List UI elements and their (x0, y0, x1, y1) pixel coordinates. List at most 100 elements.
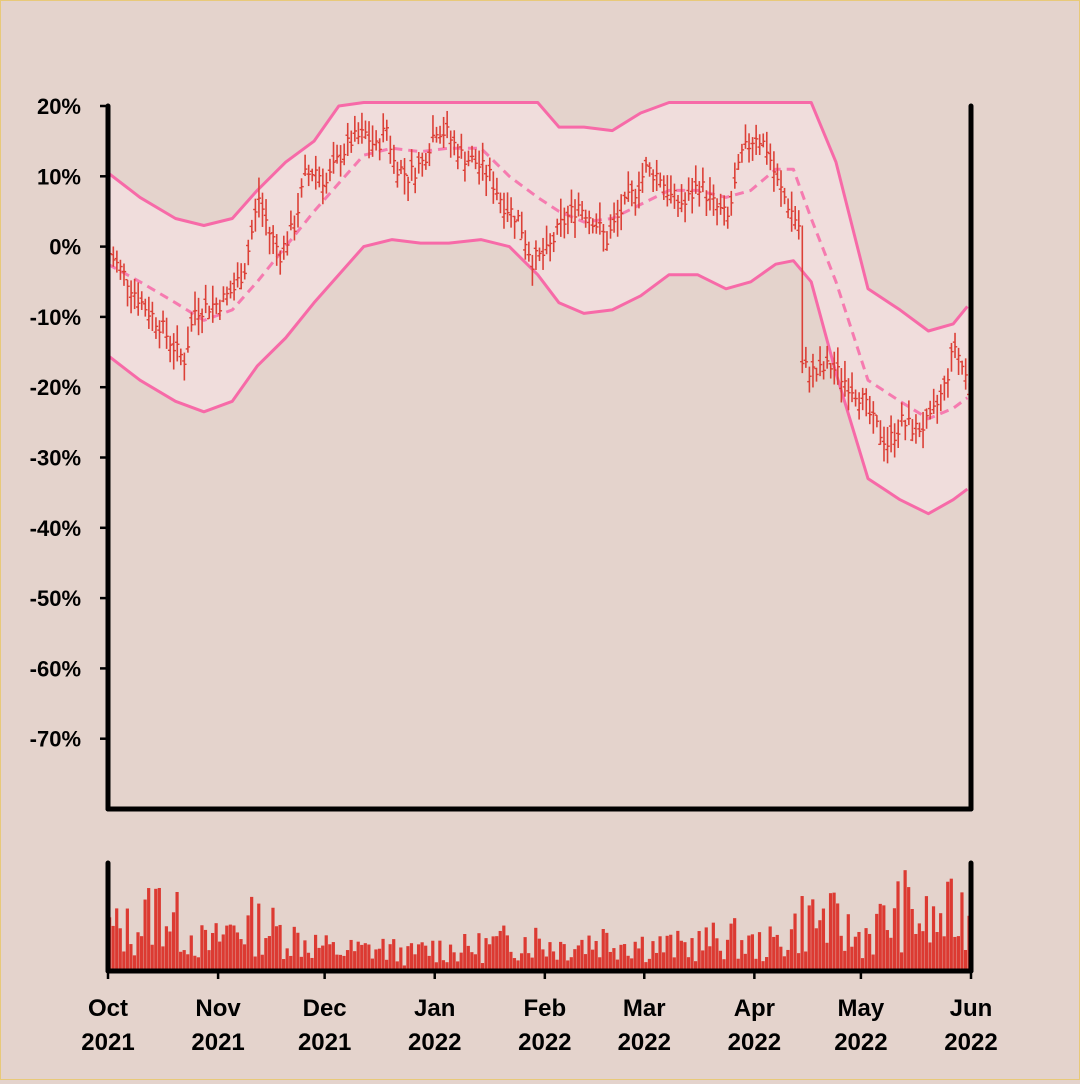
price-bar (597, 202, 603, 235)
volume-bar (431, 940, 435, 971)
volume-bar (235, 932, 240, 971)
price-bar (835, 347, 841, 385)
volume-bar (129, 944, 133, 971)
volume-bar (289, 955, 293, 971)
price-bar (636, 171, 642, 209)
price-bar (821, 361, 826, 380)
price-bar (938, 384, 944, 412)
price-bar (494, 177, 500, 201)
x-tick-month-label: Mar (623, 995, 666, 1022)
volume-bar (530, 957, 534, 971)
volume-bar (704, 927, 708, 971)
price-bar (867, 395, 872, 425)
price-bar (388, 135, 393, 164)
volume-bar (317, 947, 321, 971)
volume-bar (917, 923, 921, 971)
volume-bar (527, 953, 531, 971)
price-bar (931, 388, 936, 414)
price-bar (366, 121, 372, 159)
volume-bar (324, 935, 328, 971)
price-bar (800, 225, 805, 374)
price-bar-layer (107, 110, 972, 464)
price-bar (913, 414, 919, 444)
price-bar (196, 297, 201, 336)
volume-bar (395, 961, 399, 971)
price-bar (842, 360, 848, 397)
volume-bar (122, 951, 126, 971)
price-bar (302, 154, 308, 177)
price-bar (885, 426, 890, 464)
price-bar (547, 233, 553, 262)
price-bar (615, 199, 620, 237)
price-bar (949, 342, 954, 372)
volume-bar (608, 951, 612, 971)
price-bar (782, 187, 787, 205)
price-bar (466, 150, 471, 167)
price-bar (199, 308, 205, 334)
price-bar (444, 110, 450, 139)
volume-bar (708, 946, 712, 971)
price-bar (849, 372, 855, 403)
bollinger-band-layer (107, 101, 969, 516)
volume-bar (370, 958, 375, 971)
volume-bar (619, 944, 623, 971)
price-bar (579, 200, 585, 220)
volume-bar (385, 959, 389, 971)
volume-bar (484, 938, 488, 971)
price-bar (789, 191, 794, 232)
volume-bar (630, 958, 634, 971)
volume-bar (896, 881, 900, 971)
volume-bar (743, 953, 747, 971)
price-bar (484, 164, 489, 197)
price-bar (729, 190, 734, 216)
price-bar (153, 317, 159, 339)
volume-bar (715, 938, 719, 971)
price-bar (864, 388, 869, 417)
volume-bar (637, 948, 641, 971)
volume-bar (633, 941, 637, 971)
price-bar (888, 415, 894, 453)
volume-bar (782, 956, 786, 971)
volume-bar (953, 936, 957, 971)
price-bar (711, 184, 716, 216)
price-bar (473, 149, 478, 170)
price-bar (952, 332, 958, 359)
price-bar (167, 335, 173, 363)
volume-bar (601, 929, 605, 971)
volume-bar (761, 961, 765, 971)
volume-bar (441, 960, 446, 971)
y-tick-label: -50% (30, 586, 81, 611)
price-bar (452, 130, 457, 156)
volume-bar (473, 954, 477, 971)
volume-bar (139, 936, 144, 971)
price-bar (139, 291, 144, 310)
price-bar (846, 378, 851, 411)
x-tick-month-label: Nov (195, 995, 241, 1022)
price-bar (736, 153, 741, 170)
volume-bar (171, 912, 176, 971)
volume-bar (750, 934, 755, 971)
volume-bar (580, 939, 584, 971)
volume-bar (214, 923, 218, 971)
y-tick-label: -40% (30, 516, 81, 541)
price-bar (796, 210, 801, 240)
volume-bar (669, 934, 673, 971)
price-bar (434, 126, 439, 143)
volume-bar (271, 907, 275, 971)
volume-bar (246, 915, 250, 971)
price-bar (295, 193, 301, 228)
volume-bar (537, 938, 541, 971)
volume-bar (882, 905, 886, 971)
volume-bar (718, 950, 723, 971)
price-bar (569, 189, 574, 223)
price-bar (725, 206, 730, 229)
volume-bar (892, 908, 897, 971)
volume-bar (488, 944, 492, 971)
volume-bar (740, 940, 744, 971)
volume-bar (853, 936, 857, 971)
volume-bar (960, 892, 964, 971)
volume-bar (871, 954, 875, 971)
volume-bar (374, 949, 378, 971)
volume-bar (242, 944, 247, 971)
